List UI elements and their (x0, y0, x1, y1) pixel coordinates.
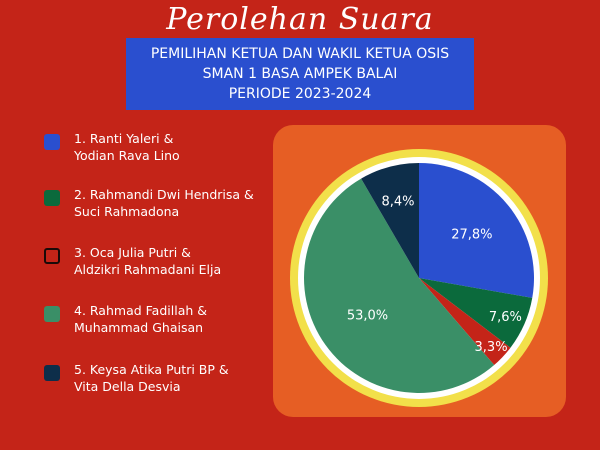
legend-swatch-5 (44, 365, 60, 381)
legend-item-1: 1. Ranti Yaleri & Yodian Rava Lino (44, 130, 180, 164)
pie-chart: 27,8% 7,6% 3,3% 53,0% 8,4% (290, 149, 548, 407)
legend-label-4b: Muhammad Ghaisan (74, 320, 204, 335)
legend-label-3b: Aldzikri Rahmadani Elja (74, 262, 222, 277)
pie-slice-3 (419, 278, 511, 366)
legend-swatch-1 (44, 134, 60, 150)
legend-item-2: 2. Rahmandi Dwi Hendrisa & Suci Rahmadon… (44, 186, 254, 220)
legend-swatch-3 (44, 248, 60, 264)
legend-label-5a: 5. Keysa Atika Putri BP & (74, 362, 229, 377)
subtitle-line-2: SMAN 1 BASA AMPEK BALAI (202, 66, 398, 82)
legend-label-2b: Suci Rahmadona (74, 204, 180, 219)
subtitle-box: PEMILIHAN KETUA DAN WAKIL KETUA OSIS SMA… (126, 38, 474, 110)
pie-slice-label-3: 3,3% (475, 340, 508, 355)
legend-item-3: 3. Oca Julia Putri & Aldzikri Rahmadani … (44, 244, 221, 278)
legend-label-3a: 3. Oca Julia Putri & (74, 245, 191, 260)
legend-item-5: 5. Keysa Atika Putri BP & Vita Della Des… (44, 361, 229, 395)
legend-label-2a: 2. Rahmandi Dwi Hendrisa & (74, 187, 254, 202)
pie-slice-labels: 27,8% 7,6% 3,3% 53,0% 8,4% (347, 194, 522, 354)
pie-slice-5 (361, 163, 419, 278)
pie-slice-4 (303, 178, 495, 394)
pie-slice-label-4: 53,0% (347, 309, 388, 324)
legend-label-5b: Vita Della Desvia (74, 379, 181, 394)
legend-item-4: 4. Rahmad Fadillah & Muhammad Ghaisan (44, 302, 207, 336)
subtitle-line-3: PERIODE 2023-2024 (228, 86, 372, 102)
pie-slice-label-1: 27,8% (451, 228, 492, 243)
legend-label-1b: Yodian Rava Lino (74, 148, 180, 163)
pie-slice-1 (419, 163, 534, 298)
legend-swatch-4 (44, 306, 60, 322)
pie-slices (303, 163, 534, 394)
pie-slice-label-2: 7,6% (489, 310, 522, 325)
subtitle-line-1: PEMILIHAN KETUA DAN WAKIL KETUA OSIS (150, 46, 450, 62)
pie-slice-2 (419, 278, 533, 348)
chart-title: Perolehan Suara (166, 2, 434, 37)
legend-swatch-2 (44, 190, 60, 206)
legend-label-1a: 1. Ranti Yaleri & (74, 131, 174, 146)
legend-label-4a: 4. Rahmad Fadillah & (74, 303, 207, 318)
pie-slice-label-5: 8,4% (382, 194, 415, 209)
